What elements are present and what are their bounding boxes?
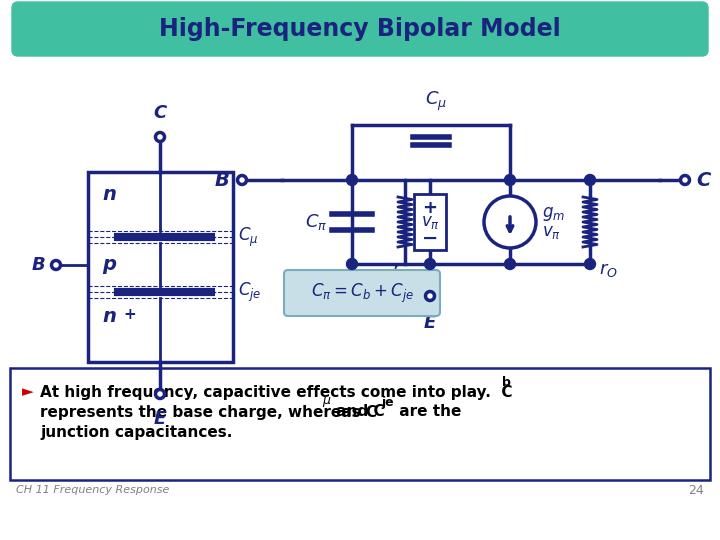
Text: je: je	[381, 396, 394, 409]
Text: CH 11 Frequency Response: CH 11 Frequency Response	[16, 485, 169, 495]
Text: $C_{je}$: $C_{je}$	[238, 280, 261, 303]
Circle shape	[426, 292, 434, 300]
Text: C: C	[153, 104, 166, 122]
Circle shape	[585, 174, 595, 186]
Text: $r_O$: $r_O$	[598, 261, 618, 279]
Text: $C_{\pi}$: $C_{\pi}$	[305, 212, 327, 232]
Text: E: E	[424, 314, 436, 332]
Text: $r_{\pi}$: $r_{\pi}$	[392, 261, 410, 279]
Circle shape	[156, 132, 164, 141]
Text: p: p	[102, 255, 116, 274]
Circle shape	[425, 259, 436, 269]
Text: $C_{\mu}$: $C_{\mu}$	[238, 225, 258, 248]
Text: B: B	[31, 256, 45, 274]
Text: n: n	[102, 307, 116, 326]
Circle shape	[484, 196, 536, 248]
Text: represents the base charge, whereas C: represents the base charge, whereas C	[40, 404, 377, 420]
FancyBboxPatch shape	[12, 2, 708, 56]
Text: and C: and C	[331, 404, 384, 420]
Text: $C_{\mu}$: $C_{\mu}$	[425, 90, 447, 113]
Text: C: C	[696, 171, 710, 190]
Text: 24: 24	[688, 483, 704, 496]
Text: −: −	[422, 228, 438, 247]
Circle shape	[680, 176, 690, 185]
FancyBboxPatch shape	[10, 368, 710, 480]
Bar	[88, 172, 233, 362]
Text: $g_m$: $g_m$	[542, 205, 565, 223]
Bar	[414, 194, 446, 250]
Text: junction capacitances.: junction capacitances.	[40, 424, 233, 440]
FancyBboxPatch shape	[284, 270, 440, 316]
Text: $C_\pi = C_b + C_{je}$: $C_\pi = C_b + C_{je}$	[310, 281, 413, 305]
Circle shape	[156, 389, 164, 399]
Circle shape	[585, 259, 595, 269]
Text: High-Frequency Bipolar Model: High-Frequency Bipolar Model	[159, 17, 561, 41]
Circle shape	[505, 259, 516, 269]
Circle shape	[238, 176, 246, 185]
Text: b: b	[502, 376, 511, 389]
Text: ►: ►	[22, 384, 34, 400]
Text: At high frequency, capacitive effects come into play.  C: At high frequency, capacitive effects co…	[40, 384, 513, 400]
Text: are the: are the	[394, 404, 462, 420]
Text: $v_{\pi}$: $v_{\pi}$	[420, 213, 439, 231]
Circle shape	[505, 174, 516, 186]
Text: B: B	[215, 171, 230, 190]
Circle shape	[52, 260, 60, 269]
Text: $\mu$: $\mu$	[322, 395, 332, 409]
Text: $v_{\pi}$: $v_{\pi}$	[542, 223, 561, 241]
Text: +: +	[123, 307, 136, 322]
Circle shape	[346, 259, 358, 269]
Text: n: n	[102, 185, 116, 204]
Circle shape	[346, 174, 358, 186]
Text: E: E	[154, 410, 166, 428]
Text: +: +	[423, 199, 438, 217]
